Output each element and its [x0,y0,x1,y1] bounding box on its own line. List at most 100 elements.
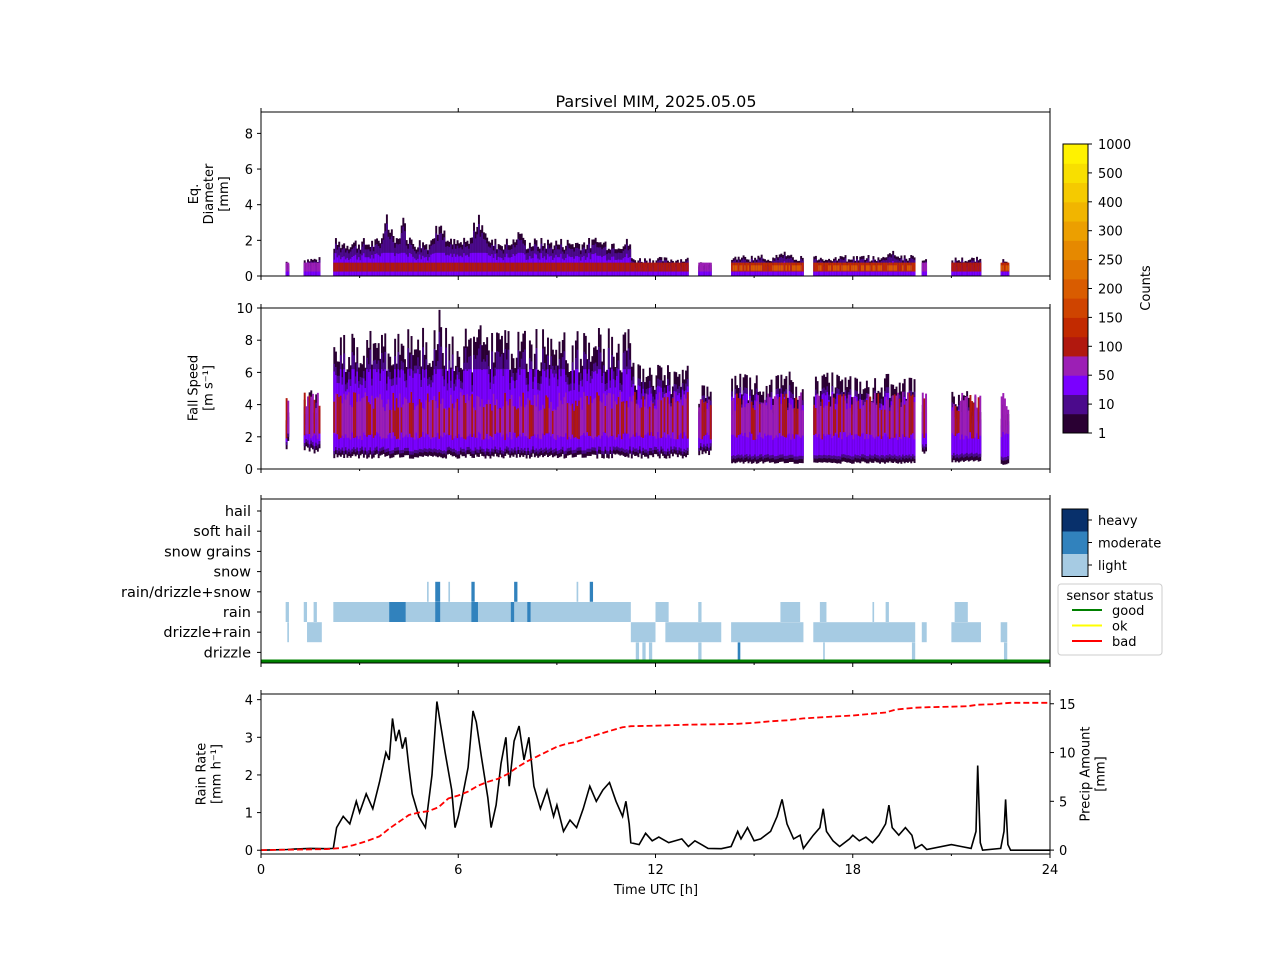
diameter-bin-peak [865,265,868,271]
diameter-bin-core [676,262,679,272]
diameter-bin-peak [874,265,877,271]
diameter-bin-core [560,262,563,272]
x-tick-label: 12 [647,863,664,878]
fallspeed-bin-core [522,392,525,433]
fallspeed-bin-core [305,406,308,434]
fallspeed-bin-core [553,409,556,439]
fallspeed-bin-mid [796,413,799,457]
fallspeed-bin-core [318,405,321,434]
fallspeed-bin-core [565,392,568,434]
diameter-bin-core [469,262,472,272]
diameter-bin-core [377,262,380,272]
fallspeed-bin-core [665,392,668,438]
fallspeed-bin-core [972,403,975,439]
precip-type-bar [642,642,646,663]
diameter-bin-core [487,262,490,272]
diameter-bin-core [543,262,546,272]
category-label: rain/drizzle+snow [121,585,251,601]
fallspeed-bin-core [466,394,469,437]
diameter-bin-core [731,262,734,272]
diameter-bin-peak [854,265,857,271]
fallspeed-bin-core [836,404,839,435]
fallspeed-bin-mid [1007,425,1010,457]
fallspeed-bin-core [676,401,679,440]
diameter-bin-core [545,262,548,272]
diameter-bin-mid [708,269,711,276]
diameter-bin-core [979,262,982,272]
fallspeed-bin-core [486,404,489,434]
diameter-bin-core [555,262,558,272]
diameter-bin-core [535,262,538,272]
sensor-legend-box [1057,583,1163,656]
fallspeed-bin-core [341,403,344,436]
fallspeed-bin-core [974,394,977,438]
diameter-bin-core [681,262,684,272]
fallspeed-bin-core [819,405,822,439]
fallspeed-bin-core [879,410,881,436]
diameter-bin-peak [759,265,761,271]
diameter-bin-core [617,262,620,272]
fallspeed-bin-core [895,395,898,434]
y2-tick-label: 15 [1059,698,1076,713]
precip-type-y-ticks: hail soft hail snow grains snow rain/drizzle… [121,504,261,661]
colorbar-swatch [1063,413,1088,434]
diameter-bin-core [525,262,528,272]
fallspeed-bin-core [647,408,650,433]
precip-type-bar [427,581,429,602]
precip-type-bar [471,581,475,602]
intensity-swatch [1062,554,1088,577]
fallspeed-bin-core [413,409,416,440]
diameter-bin-core [407,262,410,272]
fallspeed-bin-core [307,396,309,435]
diameter-bin-core [357,262,360,272]
fallspeed-bin-core [601,402,604,436]
diameter-bin-core [316,262,319,272]
fallspeed-bin-core [606,395,609,436]
fallspeed-bin-core [698,407,701,438]
diameter-bin-core [849,262,852,272]
diameter-bin-peak [852,265,855,271]
diameter-bin-core [571,262,574,272]
diameter-bin-core [384,262,387,272]
fallspeed-bin-core [959,400,962,440]
diameter-bin-peak [752,265,755,271]
diameter-bin-core [606,262,609,272]
diameter-bin-mid [683,267,686,276]
diameter-bin-core [956,262,959,272]
diameter-bin-core [667,262,669,272]
fallspeed-bin-core [418,399,421,439]
fallspeed-bin-core [400,407,403,433]
diameter-bin-core [390,262,393,272]
fallspeed-bin-core [519,396,522,435]
diameter-bin-core [706,262,709,272]
diameter-bin-peak [777,265,780,271]
fallspeed-bin-core [482,407,485,440]
counts-colorbar: 1 10 50 100 150 200 250 300 400 500 1000 Counts [1062,138,1154,442]
fallspeed-bin-core [356,401,359,436]
diameter-bin-core [625,262,628,272]
diameter-bin-core [509,262,512,272]
diameter-bin-mid [308,267,311,276]
fallspeed-bin-core [667,397,669,435]
diameter-bin-mid [642,267,645,276]
colorbar-tick-label: 200 [1098,283,1123,298]
precip-type-bar [665,622,722,643]
diameter-bin-core [831,262,834,272]
diameter-bin-peak [775,265,778,271]
diameter-bin-peak [800,265,803,271]
fallspeed-bin-core [339,395,342,438]
fallspeed-bin-core [489,403,492,436]
fallspeed-bin-core [793,408,796,439]
fallspeed-bin-core [742,399,745,436]
diameter-bin-core [673,262,676,272]
fallspeed-bin-core [857,400,860,436]
diameter-bin-core [977,262,980,272]
axis-label-line: Precip Amount [1079,727,1094,822]
fallspeed-bin-core [662,397,665,437]
diameter-bin-core [441,262,444,272]
fallspeed-bin-core [790,404,793,440]
fallspeed-bin-core [706,408,709,433]
fallspeed-bin-core [344,399,347,435]
diameter-bin-core [540,262,543,272]
diameter-bin-core [814,262,817,272]
